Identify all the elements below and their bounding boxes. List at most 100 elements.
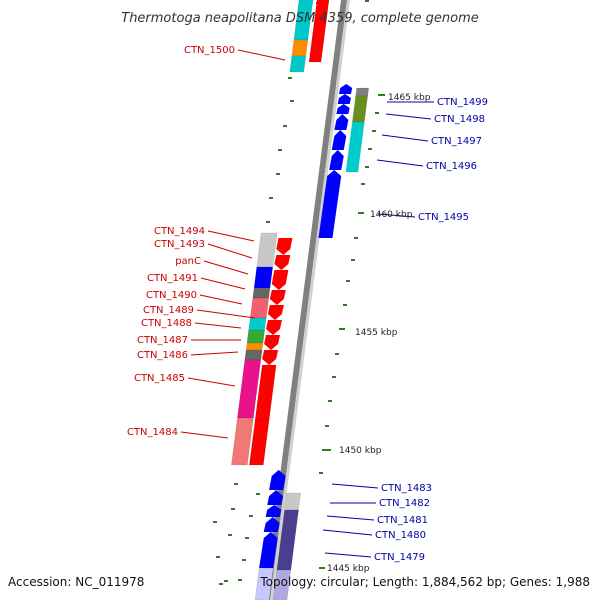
minor-tick	[322, 449, 326, 451]
genome-backbone	[264, 0, 350, 600]
minor-tick	[361, 183, 365, 185]
feature-arrow	[249, 419, 270, 466]
minor-tick	[365, 166, 369, 168]
minor-tick	[266, 221, 270, 223]
scale-tick-mark	[325, 449, 331, 451]
minor-tick	[343, 304, 347, 306]
feature-arrow	[337, 94, 351, 104]
feature-arrow	[269, 470, 286, 490]
feature-arrow	[318, 170, 342, 238]
leader-line	[207, 243, 253, 259]
scale-tick-label: 1450 kbp	[339, 446, 382, 456]
minor-tick	[288, 77, 292, 79]
minor-tick	[238, 579, 242, 581]
feature-block	[245, 342, 264, 351]
map-title: Thermotoga neapolitana DSM 4359, complet…	[121, 11, 479, 26]
minor-tick	[216, 556, 220, 558]
feature-block	[248, 317, 267, 331]
minor-tick	[372, 130, 376, 132]
feature-arrow	[267, 490, 284, 505]
feature-arrow	[331, 130, 347, 150]
leader-line	[331, 483, 379, 489]
gene-label-ctn_1495: CTN_1495	[418, 212, 469, 223]
minor-tick	[276, 173, 280, 175]
gene-label-ctn_1482: CTN_1482	[379, 498, 430, 509]
topology-text: Topology: circular; Length: 1,884,562 bp…	[259, 575, 590, 589]
gene-label-ctn_1496: CTN_1496	[426, 161, 477, 172]
gene-label-ctn_1500: CTN_1500	[184, 45, 235, 56]
label-leader-lines	[180, 49, 434, 558]
accession-text: Accession: NC_011978	[8, 575, 144, 589]
gene-label-ctn_1483: CTN_1483	[381, 483, 432, 494]
minor-tick	[354, 237, 358, 239]
gene-label-ctn_1489: CTN_1489	[143, 305, 194, 316]
gene-label-ctn_1490: CTN_1490	[146, 290, 197, 301]
minor-tick	[283, 125, 287, 127]
feature-arrow	[334, 114, 349, 130]
feature-block	[272, 569, 292, 600]
minor-tick	[242, 559, 246, 561]
gene-label-ctn_1494: CTN_1494	[154, 226, 205, 237]
feature-arrow	[265, 505, 282, 517]
leader-line	[190, 351, 239, 356]
feature-arrow	[259, 532, 278, 568]
leader-line	[385, 113, 432, 120]
feature-arrow	[338, 84, 353, 94]
minor-tick	[269, 197, 273, 199]
minor-tick	[346, 280, 350, 282]
gene-label-ctn_1499: CTN_1499	[437, 97, 488, 108]
minor-tick	[325, 425, 329, 427]
feature-arrow	[269, 290, 286, 305]
feature-block	[352, 95, 368, 123]
feature-block	[249, 297, 270, 319]
scale-ticks: 1465 kbp 1460 kbp 1455 kbp 1450 kbp 1445 kbp	[319, 93, 431, 574]
feature-block	[244, 349, 263, 361]
feature-block	[289, 55, 307, 73]
gene-label-ctn_1484: CTN_1484	[127, 427, 178, 438]
leader-line	[194, 322, 242, 329]
minor-tick	[224, 580, 228, 582]
scale-tick-mark	[319, 567, 325, 569]
feature-block	[291, 39, 309, 57]
feature-arrow	[267, 305, 284, 320]
leader-line	[326, 515, 375, 521]
minor-tick	[290, 100, 294, 102]
minor-tick	[231, 508, 235, 510]
leader-line	[199, 294, 243, 305]
gene-label-ctn_1480: CTN_1480	[375, 530, 426, 541]
scale-tick-mark	[339, 328, 345, 330]
minor-tick	[319, 472, 323, 474]
gene-label-ctn_1491: CTN_1491	[147, 273, 198, 284]
minor-tick	[213, 521, 217, 523]
minor-tick	[245, 537, 249, 539]
scale-tick-label: 1455 kbp	[355, 328, 398, 338]
leader-line	[376, 159, 424, 167]
feature-arrow	[336, 104, 350, 114]
feature-arrow	[266, 320, 282, 335]
minor-tick	[228, 534, 232, 536]
scale-tick-label: 1445 kbp	[327, 564, 370, 574]
leader-line	[187, 377, 236, 387]
minor-tick	[351, 259, 355, 261]
minor-tick	[328, 400, 332, 402]
gene-features	[231, 0, 369, 600]
gene-label-ctn_1485: CTN_1485	[134, 373, 185, 384]
feature-block	[345, 121, 365, 173]
minor-tick	[249, 515, 253, 517]
scale-tick-label: 1465 kbp	[388, 93, 431, 103]
scale-tick-label: 1460 kbp	[370, 210, 413, 220]
gene-label-ctn_1497: CTN_1497	[431, 136, 482, 147]
feature-block	[252, 287, 271, 299]
feature-arrow	[329, 150, 344, 170]
feature-block	[231, 417, 254, 466]
feature-arrow	[271, 270, 289, 290]
gene-label-ctn_1481: CTN_1481	[377, 515, 428, 526]
minor-tick	[365, 0, 369, 2]
feature-block	[246, 329, 265, 344]
gene-label-ctn_1487: CTN_1487	[137, 335, 188, 346]
leader-line	[237, 49, 286, 61]
leader-line	[322, 529, 373, 536]
leader-line	[200, 277, 246, 290]
gene-label-ctn_1488: CTN_1488	[141, 318, 192, 329]
feature-block	[355, 87, 369, 97]
